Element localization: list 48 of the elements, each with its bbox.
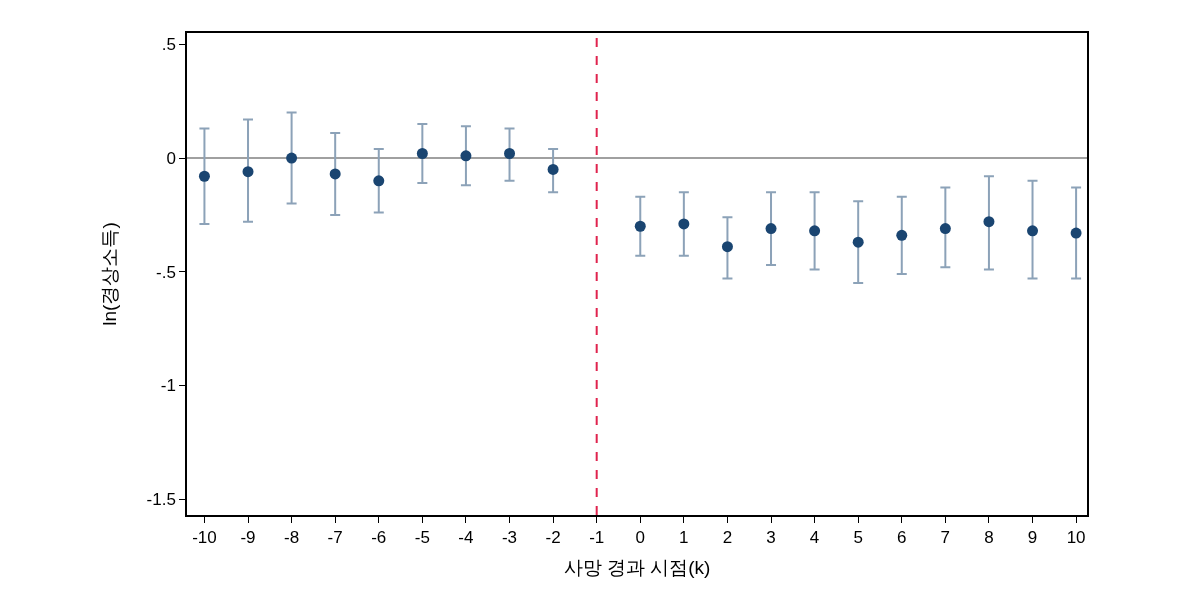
x-tick-label: 7 [940, 528, 951, 548]
x-tick-label: -9 [240, 528, 256, 548]
point [329, 168, 341, 180]
y-tick-label: -1 [160, 376, 176, 396]
point [460, 150, 472, 162]
x-tick-label: -4 [458, 528, 474, 548]
point [852, 236, 864, 248]
y-tick-label: -1.5 [146, 490, 176, 510]
x-tick-label: 4 [809, 528, 820, 548]
x-axis-title: 사망 경과 시점(k) [563, 557, 711, 579]
y-tick-label: 0 [166, 149, 176, 168]
x-tick-label: 2 [722, 528, 733, 548]
point [242, 166, 254, 178]
point [373, 175, 385, 187]
point [765, 223, 777, 235]
point [1070, 227, 1082, 239]
x-tick-label: 6 [897, 528, 907, 548]
x-tick-label: 1 [679, 528, 689, 548]
y-tick-label: .5 [161, 35, 176, 55]
point [416, 148, 428, 159]
point [634, 220, 646, 232]
point [547, 163, 559, 175]
x-tick-label: 5 [853, 528, 863, 548]
point [939, 223, 951, 235]
point [198, 170, 210, 182]
point [896, 229, 908, 241]
point [1027, 225, 1039, 237]
x-tick-label: -2 [545, 528, 561, 548]
y-axis-title: ln(경상소득) [98, 222, 120, 326]
x-tick-label: -1 [589, 528, 605, 548]
x-tick-label: -10 [192, 528, 217, 548]
x-tick-label: -6 [371, 528, 387, 548]
x-tick-label: 0 [635, 528, 645, 548]
x-tick-label: 9 [1027, 528, 1038, 548]
point [504, 148, 516, 159]
x-tick-label: 10 [1066, 528, 1086, 548]
point [678, 218, 690, 230]
y-tick-label: -.5 [156, 262, 176, 282]
x-tick-label: 3 [766, 528, 776, 548]
x-tick-label: -5 [414, 528, 430, 548]
x-tick-label: -3 [501, 528, 518, 548]
point [983, 216, 995, 228]
x-tick-label: -8 [284, 528, 300, 548]
x-tick-label: 8 [984, 528, 994, 548]
point [286, 152, 298, 164]
point [809, 225, 821, 237]
point [721, 241, 733, 253]
x-tick-label: -7 [327, 528, 343, 548]
